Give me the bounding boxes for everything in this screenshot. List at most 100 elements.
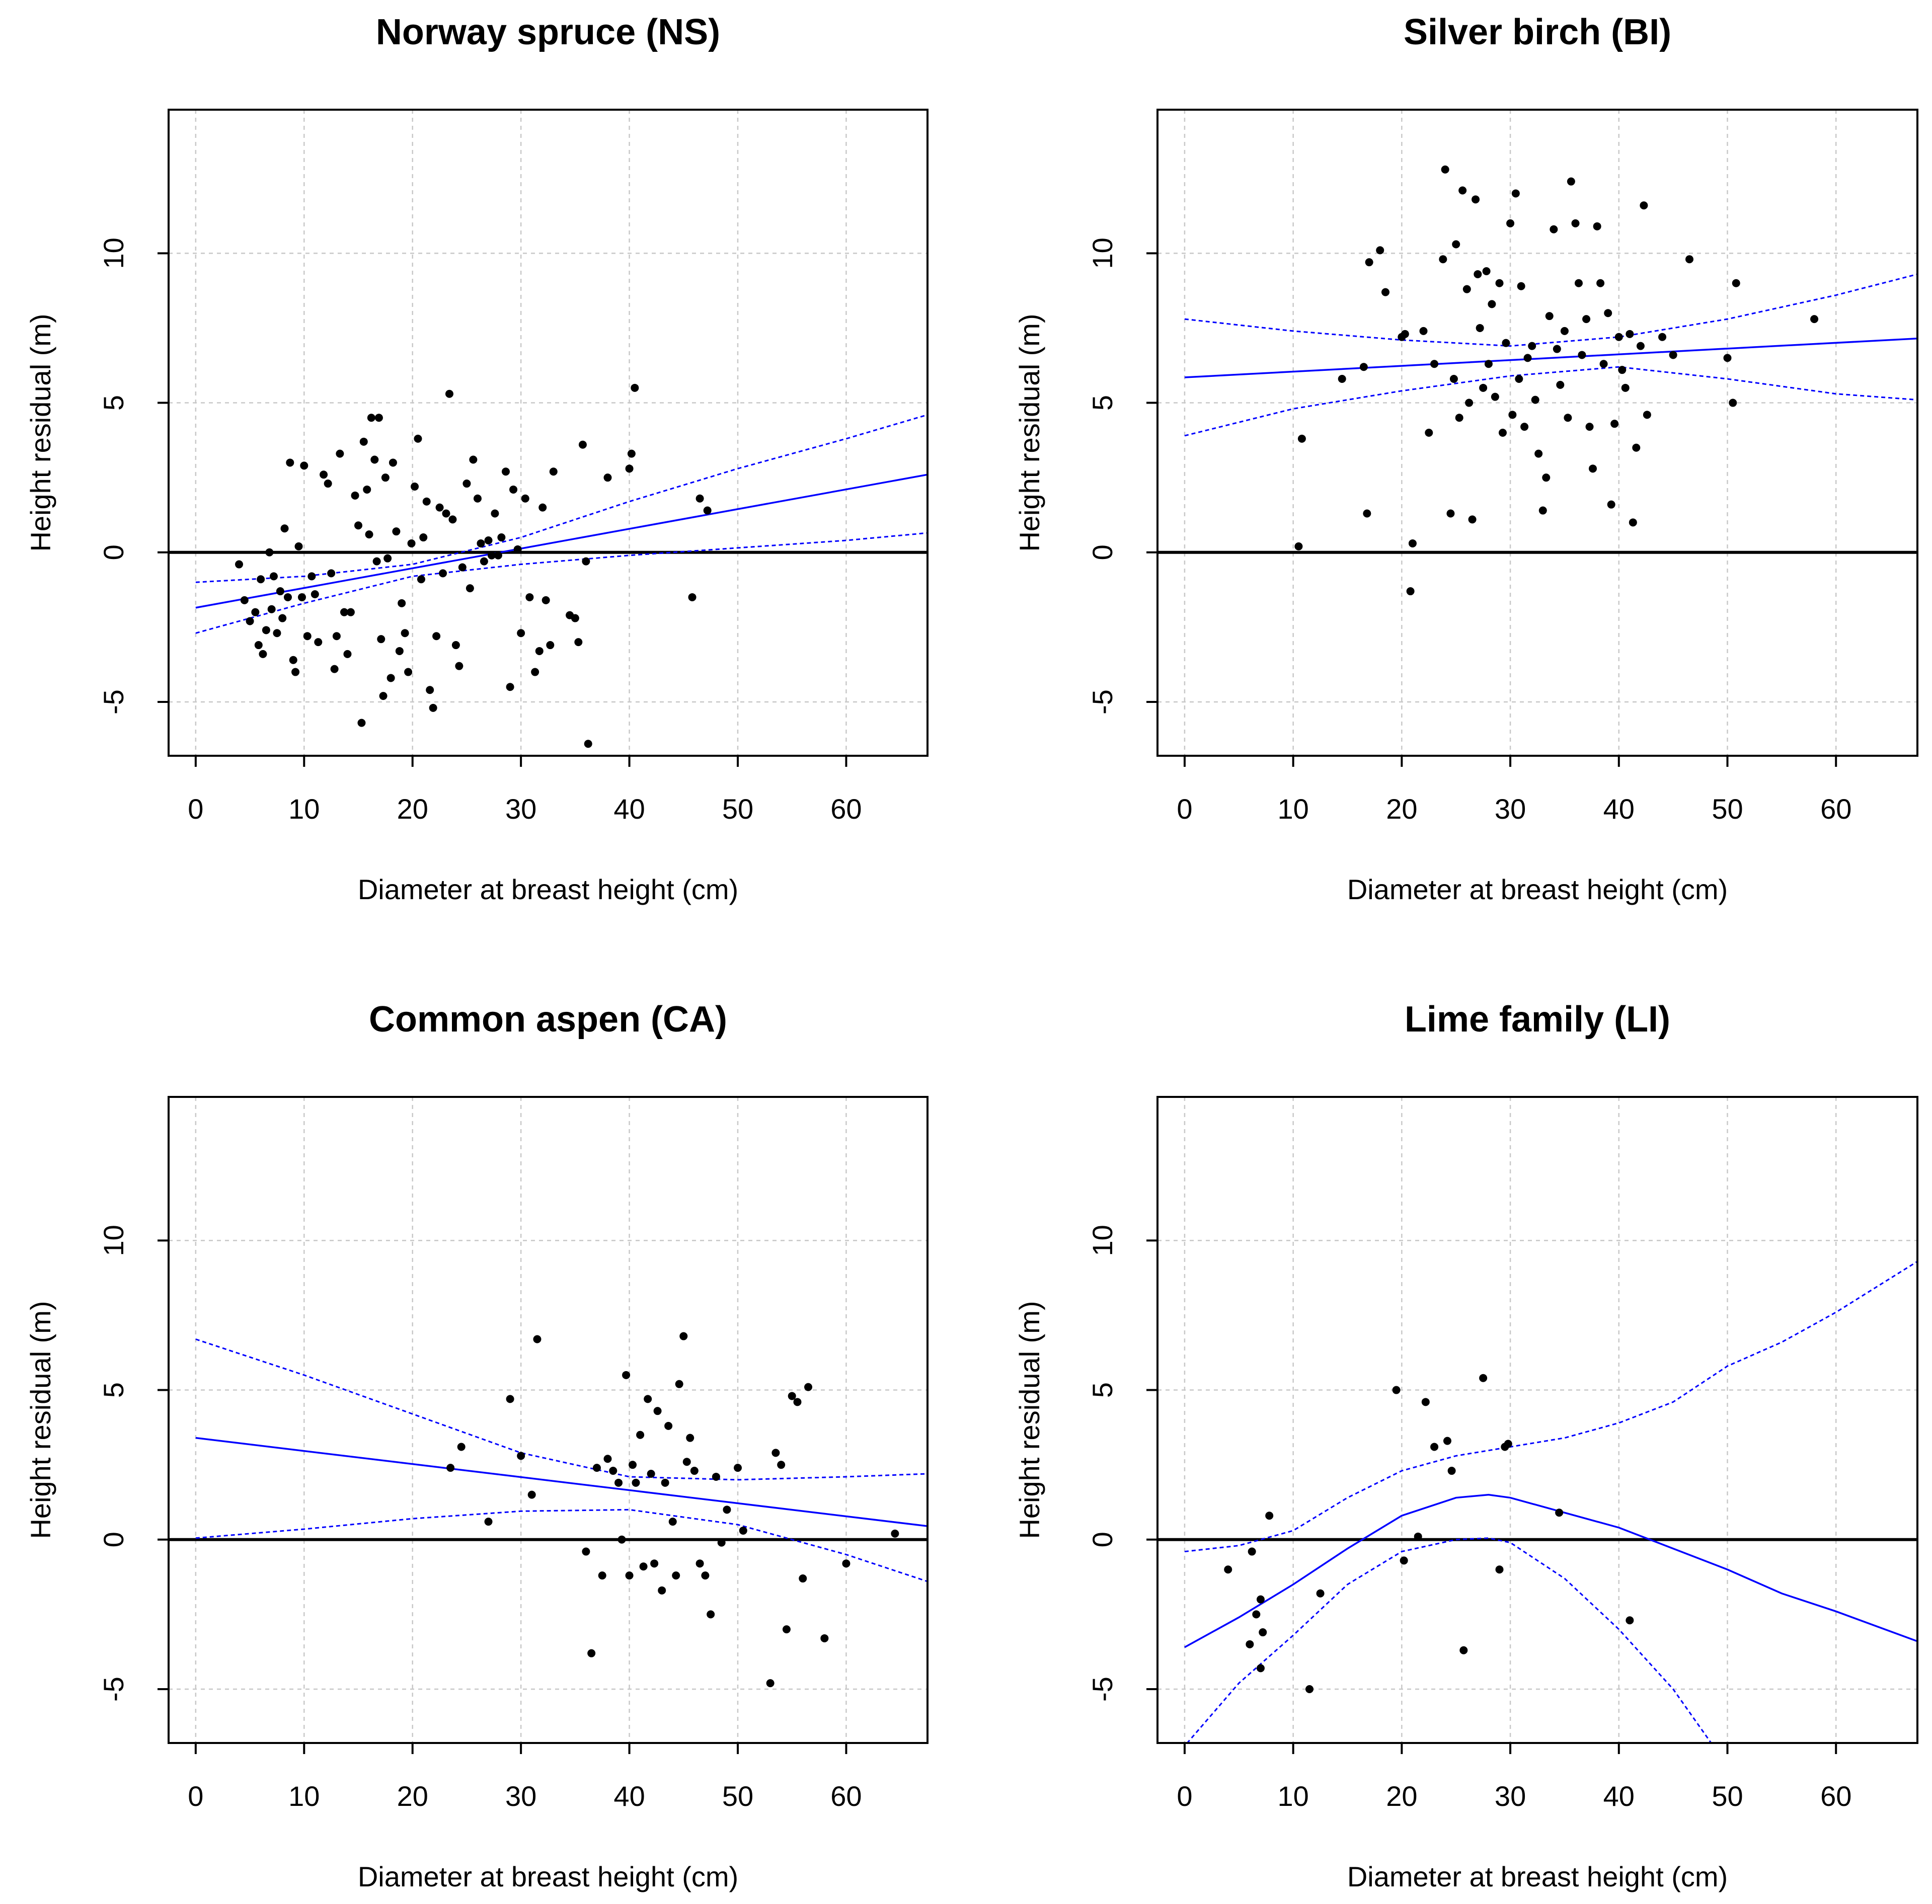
data-point [311, 590, 319, 598]
data-point [1482, 267, 1491, 275]
data-point [1259, 1628, 1267, 1637]
data-point [469, 455, 478, 464]
data-point [1316, 1589, 1325, 1598]
data-point [1732, 279, 1740, 287]
ci-upper-line [195, 1338, 928, 1481]
data-point [480, 557, 488, 566]
data-point [267, 605, 276, 613]
data-point [1542, 473, 1551, 482]
data-point [1359, 363, 1368, 371]
data-point [1607, 500, 1615, 509]
x-tick-label: 50 [722, 1780, 753, 1812]
x-axis-label: Diameter at breast height (cm) [1347, 874, 1728, 905]
x-tick-label: 40 [613, 1780, 645, 1812]
data-point [426, 686, 434, 694]
data-point [1406, 587, 1415, 596]
data-point [592, 1464, 601, 1472]
data-point [1455, 414, 1463, 422]
data-point [484, 1518, 493, 1526]
data-point [278, 614, 287, 622]
panel-common-aspen: Common aspen (CA) Diameter at breast hei… [25, 999, 929, 1892]
fit-line [195, 1437, 928, 1527]
plot-area [1157, 165, 1917, 596]
data-point [804, 1383, 813, 1391]
data-point [497, 533, 506, 542]
data-point [259, 650, 267, 658]
data-point [1626, 330, 1634, 338]
data-point [1452, 240, 1460, 249]
data-point [262, 626, 270, 634]
x-tick-label: 10 [1277, 1780, 1308, 1812]
data-point [1614, 333, 1623, 341]
data-point [707, 1610, 715, 1619]
data-point [398, 599, 406, 607]
data-point [1632, 443, 1641, 452]
data-point [1449, 375, 1458, 383]
data-point [340, 608, 348, 616]
data-point [690, 1467, 699, 1475]
data-point [695, 1559, 704, 1568]
y-tick-label: 10 [98, 1225, 129, 1256]
data-point [1447, 1467, 1456, 1475]
data-point [1294, 542, 1303, 550]
x-tick-label: 0 [188, 793, 203, 825]
data-point [414, 434, 422, 443]
data-point [1515, 375, 1523, 383]
data-point [1531, 395, 1539, 404]
data-point [1479, 1374, 1488, 1382]
panel-lime-family: Lime family (LI) Diameter at breast heig… [1014, 999, 1918, 1892]
data-point [531, 668, 539, 676]
data-point [1564, 414, 1572, 422]
data-point [584, 740, 592, 748]
data-point [1465, 399, 1474, 407]
panel-title: Lime family (LI) [1405, 999, 1670, 1040]
data-point [477, 539, 485, 547]
data-point [1685, 255, 1693, 264]
data-point [1556, 380, 1565, 389]
data-point [1248, 1547, 1256, 1556]
data-point [1381, 288, 1389, 296]
data-point [494, 551, 502, 560]
data-point [392, 527, 401, 536]
data-point [1484, 360, 1493, 368]
x-tick-label: 60 [830, 1780, 862, 1812]
data-point [314, 638, 323, 647]
data-point [1506, 219, 1515, 227]
data-point [639, 1562, 648, 1571]
data-point [336, 449, 344, 458]
data-point [1256, 1664, 1265, 1673]
data-point [587, 1649, 596, 1657]
data-point [1560, 327, 1569, 335]
plot-frame [1156, 1096, 1918, 1744]
data-point [346, 608, 355, 616]
data-point [1446, 509, 1455, 518]
data-point [286, 458, 294, 467]
data-point [1256, 1595, 1265, 1604]
data-point [1265, 1512, 1274, 1520]
data-point [411, 483, 419, 491]
data-point [377, 635, 385, 644]
data-point [1629, 518, 1637, 527]
panel-title: Silver birch (BI) [1404, 12, 1671, 52]
data-point [367, 414, 375, 422]
data-point [688, 593, 697, 601]
data-point [1618, 366, 1627, 374]
data-point [517, 1452, 525, 1460]
x-tick-label: 20 [1386, 793, 1417, 825]
data-point [442, 509, 450, 518]
plot-frame [168, 109, 929, 757]
data-point [404, 668, 413, 676]
data-point [235, 560, 244, 569]
data-point [1400, 1556, 1408, 1565]
y-axis-label: Height residual (m) [1014, 1301, 1045, 1539]
data-point [1443, 1437, 1451, 1445]
x-tick-label: 0 [1177, 1780, 1192, 1812]
data-point [661, 1478, 669, 1487]
data-point [1425, 429, 1433, 437]
data-point [374, 414, 383, 422]
data-point [1338, 375, 1346, 383]
data-point [351, 491, 359, 500]
ci-lower-line [195, 532, 928, 634]
data-point [251, 608, 260, 616]
